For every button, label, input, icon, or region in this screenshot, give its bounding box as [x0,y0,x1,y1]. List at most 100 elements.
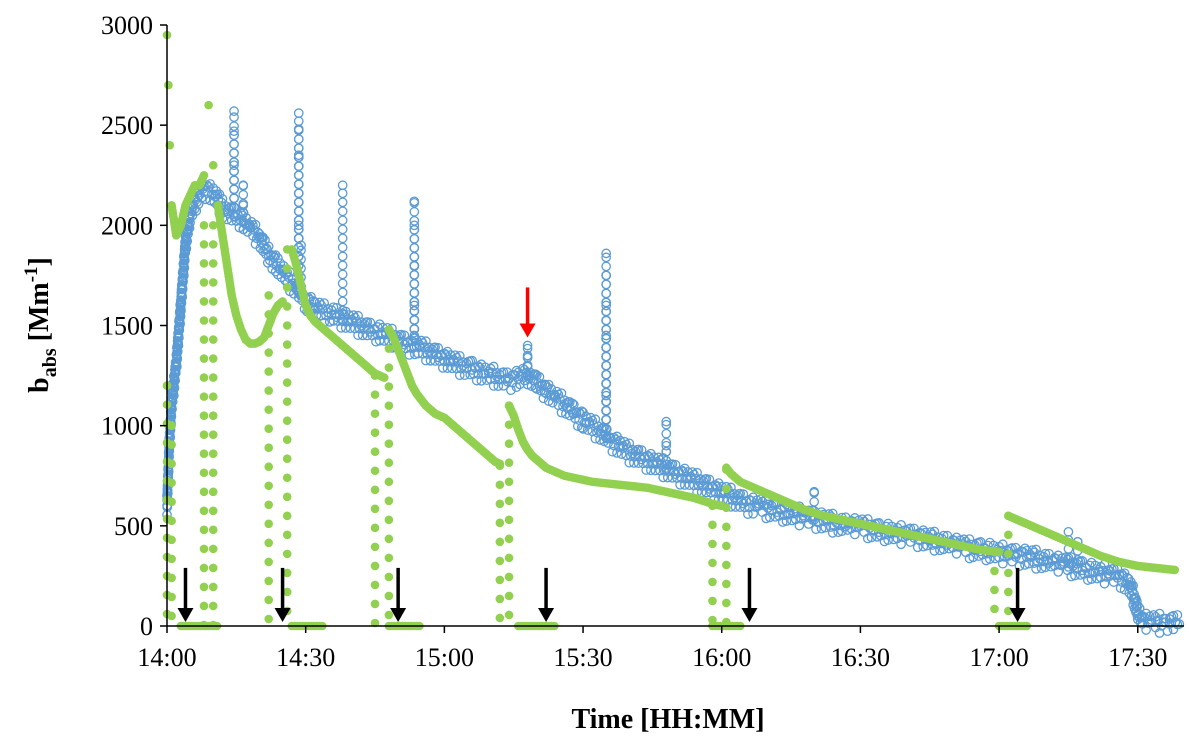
green-drop-point [495,480,505,490]
blue-spike-point [293,150,304,161]
blue-spike-point [296,245,306,256]
green-point [208,160,218,170]
green-drop-point [495,499,505,509]
blue-point [175,311,186,322]
blue-spike-point [229,139,239,150]
blue-point [761,513,771,524]
x-tick-label: 17:00 [969,643,1028,672]
green-drop-point [208,430,218,439]
green-drop-point [722,484,731,494]
green-drop-point [208,620,218,630]
blue-spike-point [601,351,612,362]
green-point [379,373,389,382]
blue-spike-point [601,306,612,317]
blue-point [968,552,979,563]
blue-point [820,522,831,533]
blue-point [1066,571,1077,582]
blue-spike-point [229,126,239,137]
green-drop-point [208,544,218,554]
green-drop-point [264,576,274,586]
green-drop-point [199,221,209,230]
green-drop-point [208,468,218,478]
green-drop-point [282,549,292,559]
green-drop-point [199,297,209,306]
green-drop-point [384,534,394,544]
blue-point [1075,570,1086,580]
green-drop-point [199,563,209,573]
blue-spike-point [601,261,612,272]
green-drop-point [264,424,274,433]
green-point [204,100,213,110]
green-drop-point [722,541,731,551]
blue-spike-point [337,278,348,289]
arrow-head [177,607,194,622]
green-drop-point [282,587,292,597]
blue-spike-point [601,405,612,416]
blue-point [1027,545,1038,555]
green-drop-point [264,310,274,319]
x-tick-label: 15:30 [553,643,612,672]
blue-point [1110,570,1121,581]
green-drop-point [167,535,176,545]
axes: 0 500 1000 1500 2000 2500 3000 14:00 14:30 15:00 1… [101,11,1184,672]
green-drop-point [384,420,394,429]
green-point [1170,565,1180,575]
blue-spike-point [601,414,612,425]
blue-point [1031,564,1041,574]
blue-spike-point [337,215,348,226]
y-axis-title-main: b [24,377,55,393]
blue-point [539,379,550,390]
blue-point [175,302,186,313]
blue-spike-point [409,224,420,235]
blue-spike-point [601,300,612,311]
arrow-head [390,607,407,622]
blue-point [935,545,945,556]
green-drop-point [370,504,380,514]
green-drop-point [370,390,380,399]
blue-spike-point [601,369,612,380]
green-drop-point [199,354,209,363]
blue-spike-point [601,342,612,353]
green-drop-point [199,411,209,420]
blue-point [182,236,193,247]
blue-point [850,529,860,540]
green-drop-point [208,221,218,230]
green-drop-point [264,443,274,453]
blue-point [437,363,448,373]
blue-point [171,361,182,372]
blue-point [1162,626,1173,637]
green-drop-point [504,477,514,487]
green-drop-point [199,240,209,249]
blue-point [270,250,281,260]
blue-spike-point [293,188,304,199]
blue-spike-point [409,260,420,271]
green-drop-point [208,297,218,306]
green-drop-point [264,595,274,605]
blue-point [770,511,781,522]
green-drop-point [708,577,717,587]
green-drop-point [708,615,717,625]
blue-point [471,375,482,386]
green-drop-point [208,259,218,268]
green-drop-point [208,506,218,516]
green-drop-point [199,487,209,497]
green-drop-point [208,411,218,420]
blue-point [177,284,188,295]
green-drop-point [384,515,394,525]
x-tick-label: 14:30 [276,643,335,672]
blue-point [168,390,179,401]
blue-spike-point [238,200,249,211]
arrow-layer [177,287,1026,622]
blue-spike-point [601,252,612,263]
green-drop-point [167,440,176,449]
blue-point [179,263,190,273]
y-tick-label: 0 [140,612,153,641]
green-drop-point [370,561,380,571]
blue-spike-point [293,134,304,145]
green-drop-point [208,373,218,382]
green-drop-point [384,458,394,468]
arrow-head [741,607,758,622]
blue-point [1099,578,1110,589]
green-drop-point [199,601,209,611]
blue-point [174,333,184,343]
